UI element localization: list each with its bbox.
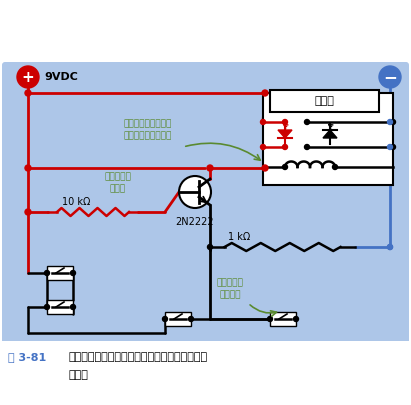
Circle shape	[390, 119, 395, 124]
Circle shape	[388, 245, 393, 249]
Polygon shape	[323, 130, 337, 138]
Text: 10 kΩ: 10 kΩ	[62, 197, 90, 207]
Circle shape	[71, 271, 76, 275]
Circle shape	[44, 305, 49, 309]
Circle shape	[179, 176, 211, 208]
Bar	[263, 93, 393, 185]
Circle shape	[388, 245, 393, 249]
Circle shape	[388, 145, 393, 149]
Text: 传感器开关
再次闭合: 传感器开关 再次闭合	[217, 279, 243, 299]
Circle shape	[189, 316, 194, 322]
Bar	[165, 312, 191, 326]
Text: 晶体管现在
不导通: 晶体管现在 不导通	[104, 173, 132, 194]
Circle shape	[293, 316, 298, 322]
Circle shape	[261, 145, 266, 149]
Bar	[47, 300, 73, 314]
Polygon shape	[278, 130, 292, 138]
Text: 9VDC: 9VDC	[44, 72, 78, 82]
FancyBboxPatch shape	[270, 90, 379, 112]
Circle shape	[71, 305, 76, 309]
Text: −: −	[383, 68, 397, 86]
Text: 报警器: 报警器	[314, 96, 335, 106]
Circle shape	[379, 66, 401, 88]
Bar	[47, 266, 73, 280]
Text: 1 kΩ: 1 kΩ	[228, 232, 250, 242]
Circle shape	[17, 66, 39, 88]
Text: +: +	[22, 70, 35, 85]
Circle shape	[25, 209, 31, 215]
Text: 这根导线在晶体管阵
断后保持继电器导通: 这根导线在晶体管阵 断后保持继电器导通	[124, 119, 172, 141]
FancyBboxPatch shape	[2, 62, 409, 346]
Circle shape	[332, 164, 337, 170]
Circle shape	[305, 119, 309, 124]
Circle shape	[25, 165, 31, 171]
Circle shape	[388, 119, 393, 124]
Circle shape	[261, 119, 266, 124]
Circle shape	[282, 164, 288, 170]
Circle shape	[390, 145, 395, 149]
Circle shape	[44, 271, 49, 275]
Bar	[0, 341, 411, 405]
Circle shape	[208, 245, 212, 249]
Circle shape	[282, 145, 288, 149]
Circle shape	[262, 90, 268, 96]
Circle shape	[25, 90, 31, 96]
Circle shape	[282, 119, 288, 124]
Circle shape	[207, 165, 213, 171]
Text: 图 3-81: 图 3-81	[8, 352, 46, 362]
Bar	[270, 312, 296, 326]
Circle shape	[162, 316, 168, 322]
Circle shape	[262, 165, 268, 171]
Text: 传感器开关再次闭合。晶体管不再导通，但报警: 传感器开关再次闭合。晶体管不再导通，但报警	[68, 352, 207, 362]
Text: 器锁定: 器锁定	[68, 370, 88, 380]
Text: 2N2222: 2N2222	[175, 217, 214, 227]
Circle shape	[268, 316, 272, 322]
Circle shape	[305, 145, 309, 149]
